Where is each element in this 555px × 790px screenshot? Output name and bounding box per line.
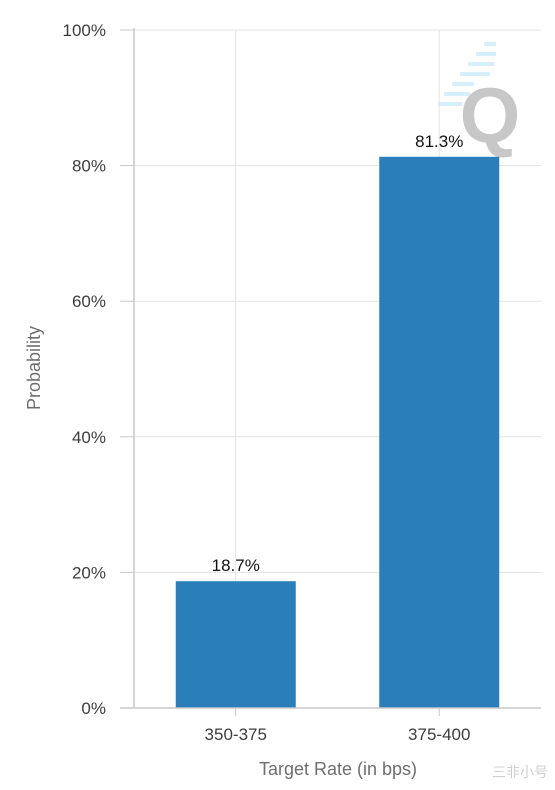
y-tick-label: 0%: [81, 699, 106, 718]
y-tick-label: 40%: [72, 428, 106, 447]
x-tick-label: 375-400: [408, 725, 470, 744]
labels: 0% 20% 40% 60% 80% 100% 18.7% 350-375 81.3% 375-4…: [63, 21, 471, 744]
bar-375-400: [379, 156, 500, 708]
y-tick-label: 100%: [63, 21, 106, 40]
bar-350-375: [175, 581, 296, 708]
y-tick-label: 80%: [72, 157, 106, 176]
y-tick-label: 20%: [72, 563, 106, 582]
x-tick-label: 350-375: [205, 725, 267, 744]
bars: [175, 156, 500, 708]
y-tick-label: 60%: [72, 292, 106, 311]
corner-watermark-text: 三非小号: [492, 765, 548, 781]
x-axis-title: Target Rate (in bps): [259, 759, 417, 779]
axes: [120, 28, 541, 716]
data-label: 18.7%: [212, 556, 260, 575]
data-label: 81.3%: [415, 132, 463, 151]
y-axis-title: Probability: [24, 326, 44, 410]
watermark-logo-letter: Q: [460, 71, 521, 159]
watermark-logo: Q: [438, 42, 520, 159]
